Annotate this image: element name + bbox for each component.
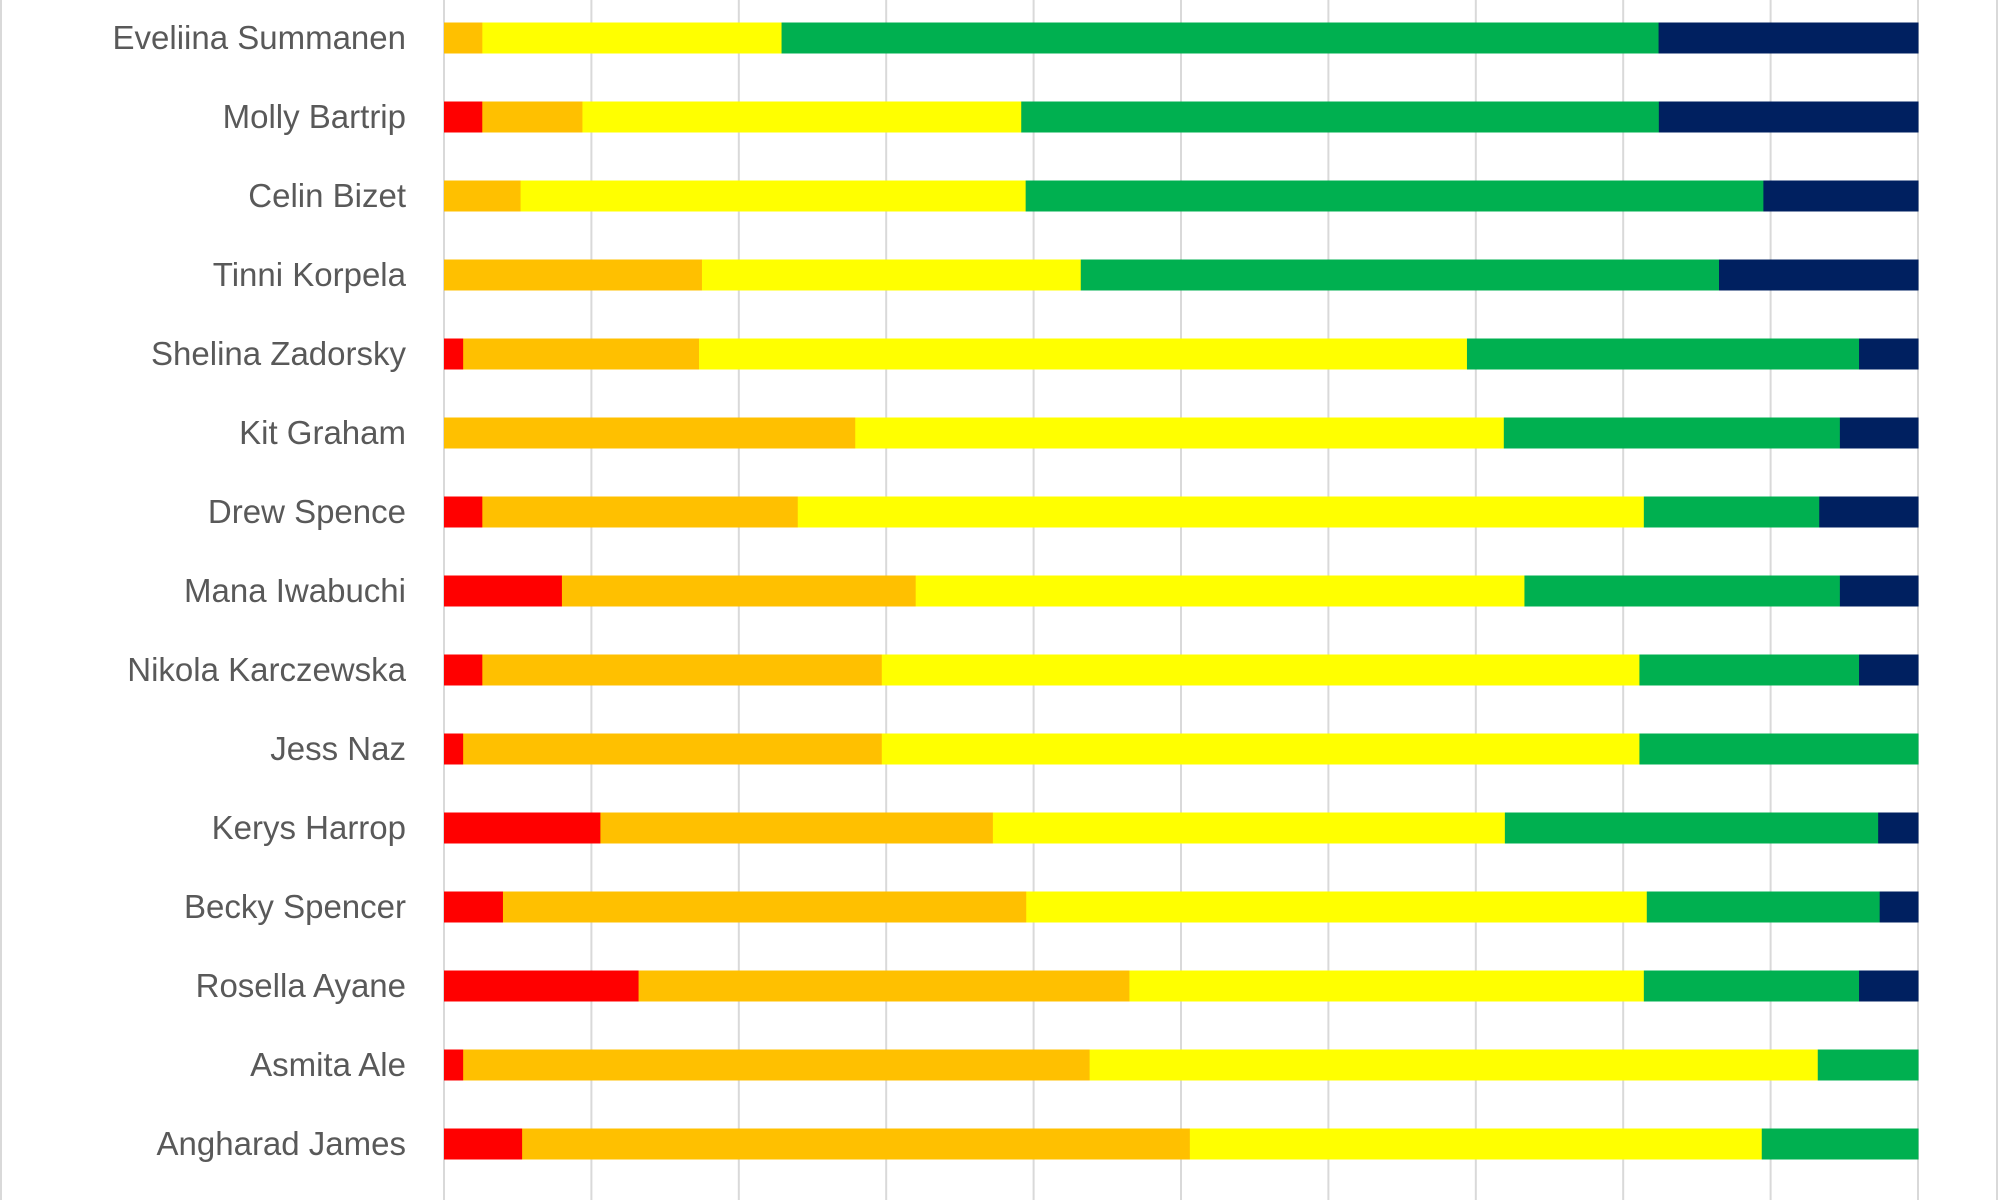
bar-segment-navy [1658,101,1919,133]
bar-segment-navy [1839,417,1919,449]
bar-segment-orange [502,891,1027,923]
bar-segment-yellow [915,575,1525,607]
bar-segment-green [1524,575,1841,607]
bar-segment-red [444,1128,523,1160]
category-label: Becky Spencer [184,888,406,925]
bar-segment-green [1639,654,1860,686]
bar-segment-green [1817,1049,1919,1081]
bar-segment-yellow [992,812,1506,844]
bar-segment-red [444,812,601,844]
bar-segment-orange [638,970,1130,1002]
category-label: Drew Spence [208,493,406,530]
bar-segment-orange [463,338,700,370]
bar-segment-orange [444,417,856,449]
bar-segment-orange [482,496,799,528]
bar-segment-navy [1658,22,1919,54]
bar-segment-green [1646,891,1881,923]
category-label: Celin Bizet [248,177,406,214]
bar-segment-yellow [1089,1049,1819,1081]
bar-segment-red [444,891,504,923]
bar-segment-green [1021,101,1660,133]
category-label: Rosella Ayane [196,967,406,1004]
bar-segment-yellow [699,338,1468,370]
bar-segment-navy [1878,812,1919,844]
bar-segment-green [1761,1128,1919,1160]
bar-segment-yellow [520,180,1027,212]
category-labels: Eveliina Summanen Molly Bartrip Celin Bize… [113,19,407,1162]
category-label: Kerys Harrop [212,809,406,846]
left-border [0,0,2,1200]
bar-segment-yellow [701,259,1082,291]
bar-segment-yellow [881,654,1640,686]
bar-segment-orange [482,101,583,133]
bar-segment-navy [1859,654,1919,686]
category-label: Tinni Korpela [213,256,407,293]
bar-segment-orange [444,259,703,291]
bar-segment-yellow [797,496,1645,528]
bar-segment-green [1504,812,1879,844]
category-label: Shelina Zadorsky [151,335,406,372]
bar-segment-yellow [1026,891,1648,923]
bar-segment-yellow [482,22,783,54]
category-label: Mana Iwabuchi [184,572,406,609]
bar-segment-green [1639,733,1919,765]
bar-segment-orange [463,733,883,765]
bar-segment-red [444,575,563,607]
category-label: Molly Bartrip [223,98,406,135]
bar-segment-navy [1859,338,1919,370]
bar-segment-yellow [881,733,1640,765]
bar-segment-orange [482,654,883,686]
bar-segment-green [1025,180,1764,212]
bar-segment-orange [463,1049,1091,1081]
category-label: Kit Graham [239,414,406,451]
bar-segment-green [1503,417,1841,449]
category-label: Asmita Ale [250,1046,406,1083]
category-label: Jess Naz [270,730,406,767]
bar-segment-green [1643,496,1820,528]
bar-segment-red [444,496,483,528]
bar-segment-red [444,733,464,765]
bar-segment-yellow [855,417,1505,449]
bar-segment-navy [1879,891,1919,923]
bar-segment-navy [1859,970,1919,1002]
bar-segment-orange [444,180,522,212]
bar-segment-navy [1819,496,1919,528]
category-label: Nikola Karczewska [127,651,406,688]
bar-segment-green [781,22,1660,54]
category-label: Angharad James [157,1125,406,1162]
bar-segment-red [444,654,483,686]
bar-segment-orange [444,22,483,54]
bar-segment-yellow [582,101,1022,133]
bar-segment-orange [522,1128,1191,1160]
category-label: Eveliina Summanen [113,19,407,56]
bar-segment-navy [1839,575,1919,607]
bar-segment-yellow [1129,970,1645,1002]
bar-segment-green [1466,338,1860,370]
bar-segment-green [1080,259,1720,291]
bar-segment-navy [1719,259,1919,291]
bar-segment-orange [561,575,917,607]
bar-segment-green [1643,970,1860,1002]
bar-segment-red [444,101,483,133]
bar-segment-yellow [1189,1128,1763,1160]
bar-segment-red [444,970,640,1002]
bar-segment-red [444,338,464,370]
bar-segment-navy [1763,180,1919,212]
bars [444,22,1919,1160]
bar-segment-red [444,1049,464,1081]
bar-segment-orange [600,812,994,844]
right-border [1996,0,1998,1200]
